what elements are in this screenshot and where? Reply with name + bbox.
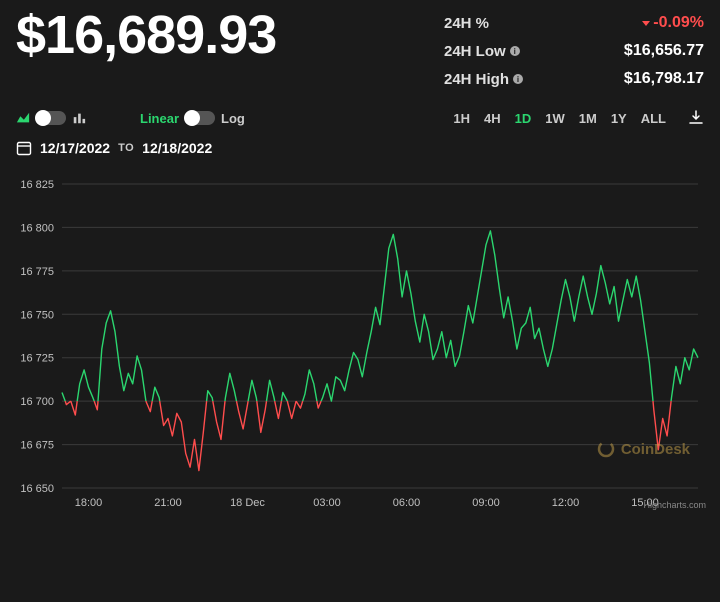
info-icon[interactable]: i	[510, 46, 520, 56]
price-line-segment	[207, 391, 213, 401]
range-4h[interactable]: 4H	[484, 111, 501, 126]
price-line-segment	[275, 401, 282, 418]
current-price: $16,689.93	[16, 8, 276, 88]
price-line-segment	[267, 380, 275, 401]
price-line-segment	[71, 401, 77, 415]
stat-label: 24H %	[444, 15, 489, 32]
area-chart-icon	[16, 111, 30, 125]
range-1w[interactable]: 1W	[545, 111, 565, 126]
date-to[interactable]: 12/18/2022	[142, 140, 212, 156]
date-to-label: TO	[118, 142, 134, 154]
date-from[interactable]: 12/17/2022	[40, 140, 110, 156]
price-line-segment	[317, 401, 321, 408]
y-tick-label: 16 675	[20, 440, 54, 452]
price-line-segment	[160, 401, 207, 471]
price-line-segment	[321, 231, 653, 401]
price-line-segment	[303, 370, 317, 401]
y-tick-label: 16 725	[20, 353, 54, 365]
y-tick-label: 16 825	[20, 179, 54, 191]
watermark: CoinDesk	[597, 440, 690, 458]
coindesk-icon	[597, 440, 615, 458]
price-line-segment	[237, 401, 249, 429]
price-line-segment	[77, 370, 94, 401]
linear-label: Linear	[140, 111, 179, 126]
chart-credit: Highcharts.com	[643, 500, 706, 510]
info-icon[interactable]: i	[513, 74, 523, 84]
stats-panel: 24H % -0.09% 24H Lowi $16,656.77 24H Highi $1…	[444, 8, 704, 88]
price-line-segment	[62, 393, 65, 402]
stat-value: $16,798.17	[624, 70, 704, 88]
range-1d[interactable]: 1D	[515, 111, 532, 126]
price-line-segment	[152, 387, 160, 401]
calendar-icon[interactable]	[16, 140, 32, 156]
price-line-segment	[213, 401, 225, 439]
price-line-segment	[257, 401, 267, 432]
log-label: Log	[221, 111, 245, 126]
price-line-segment	[671, 349, 698, 401]
x-tick-label: 21:00	[154, 497, 182, 509]
range-1h[interactable]: 1H	[453, 111, 470, 126]
bar-chart-icon	[72, 111, 86, 125]
stat-value: $16,656.77	[624, 42, 704, 60]
stat-label: 24H Highi	[444, 71, 523, 88]
stat-label: 24H Lowi	[444, 43, 520, 60]
x-tick-label: 12:00	[552, 497, 580, 509]
price-line-segment	[287, 401, 296, 418]
y-tick-label: 16 650	[20, 483, 54, 495]
range-1y[interactable]: 1Y	[611, 111, 627, 126]
range-all[interactable]: ALL	[641, 111, 666, 126]
stat-row: 24H % -0.09%	[444, 14, 704, 32]
y-tick-label: 16 750	[20, 309, 54, 321]
y-tick-label: 16 700	[20, 396, 54, 408]
stat-value: -0.09%	[641, 14, 704, 32]
download-icon[interactable]	[688, 110, 704, 126]
chart-type-toggle[interactable]	[16, 111, 86, 125]
stat-row: 24H Highi $16,798.17	[444, 70, 704, 88]
price-line-segment	[225, 373, 237, 401]
stat-row: 24H Lowi $16,656.77	[444, 42, 704, 60]
price-chart[interactable]: 16 650 16 675 16 700 16 725 16 750 16 775 16 8…	[6, 174, 708, 514]
price-line-segment	[146, 401, 152, 412]
x-tick-label: 18 Dec	[230, 497, 265, 509]
price-line-segment	[98, 311, 146, 401]
y-tick-label: 16 800	[20, 222, 54, 234]
x-tick-label: 03:00	[313, 497, 341, 509]
down-caret-icon	[641, 18, 651, 28]
x-tick-label: 06:00	[393, 497, 421, 509]
x-tick-label: 09:00	[472, 497, 500, 509]
price-line-segment	[248, 380, 257, 401]
price-line-segment	[296, 401, 303, 408]
price-line-segment	[94, 401, 98, 410]
price-line-segment	[281, 393, 287, 402]
scale-toggle[interactable]: Linear Log	[140, 111, 245, 126]
y-tick-label: 16 775	[20, 266, 54, 278]
x-tick-label: 18:00	[75, 497, 103, 509]
range-1m[interactable]: 1M	[579, 111, 597, 126]
range-selector: 1H 4H 1D 1W 1M 1Y ALL	[453, 111, 666, 126]
watermark-text: CoinDesk	[621, 441, 690, 458]
